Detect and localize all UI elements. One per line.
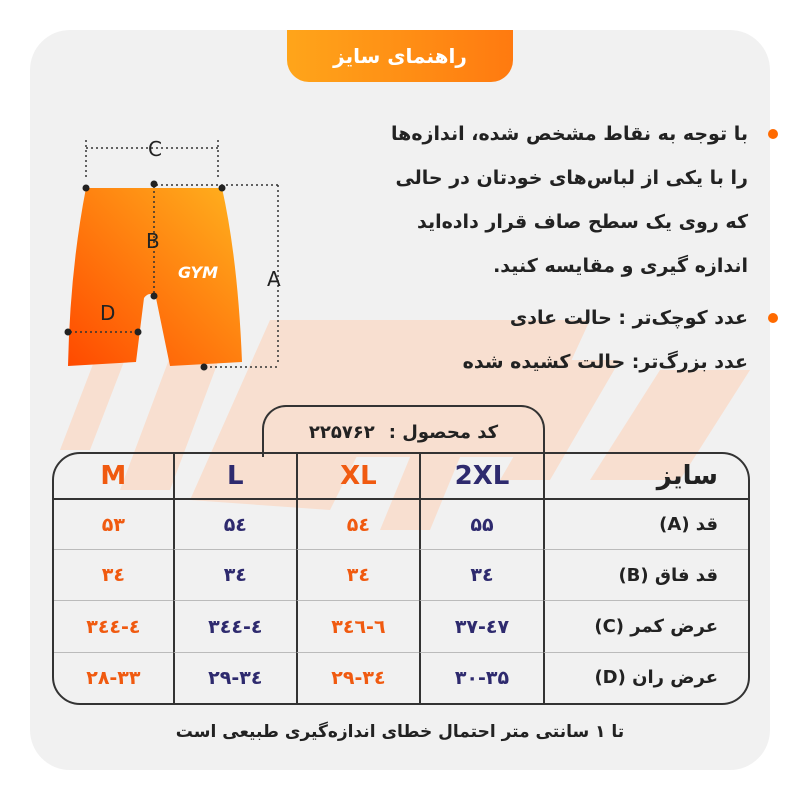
product-code-value: ۲۲۵۷۶۲ <box>308 421 375 443</box>
cell: ۳٤-٤٤ <box>172 600 296 652</box>
text-line: را با یکی از لباس‌های خودتان در حالی <box>395 167 748 189</box>
cell: ۵٤ <box>172 500 296 550</box>
label-b: B <box>146 229 160 253</box>
cell: ۵٤ <box>295 500 419 550</box>
cell: ۲۹-۳٤ <box>172 651 296 703</box>
table-row: ۲۸-۳۳ ۲۹-۳٤ ۲۹-۳٤ ۳۰-۳۵ عرض ران (D) <box>54 651 748 703</box>
table-row: ۵۳ ۵٤ ۵٤ ۵۵ قد (A) <box>54 500 748 550</box>
cell: ۳٤ <box>54 549 173 600</box>
size-2xl: 2XL <box>418 454 543 500</box>
cell: ۳٤ <box>418 549 543 601</box>
text-line: عدد کوچک‌تر : حالت عادی <box>509 307 748 329</box>
bullet-icon <box>768 129 778 139</box>
cell: ۳۷-٤۷ <box>418 600 543 652</box>
text-line: اندازه گیری و مقایسه کنید. <box>493 255 748 277</box>
table-header-row: M L XL 2XL سایز <box>54 454 748 500</box>
brand-logo: GYM <box>178 263 218 282</box>
text-line: عدد بزرگ‌تر: حالت کشیده شده <box>462 351 748 373</box>
cell: ۳۰-۳۵ <box>418 651 543 703</box>
cell: ۲۸-۳۳ <box>54 651 173 703</box>
cell: ۳٤ <box>172 549 296 601</box>
row-label: قد فاق (B) <box>543 549 748 601</box>
cell: ۲۹-۳٤ <box>295 651 419 703</box>
shorts-diagram: GYM C B A D <box>64 137 281 371</box>
label-d: D <box>100 301 115 325</box>
table-row: ۳٤-٤٤ ۳٤-٤٤ ۳٦-٤٦ ۳۷-٤۷ عرض کمر (C) <box>54 600 748 652</box>
footer-note: تا ۱ سانتی متر احتمال خطای اندازه‌گیری ط… <box>175 722 625 742</box>
row-label: عرض کمر (C) <box>543 600 748 652</box>
size-table: M L XL 2XL سایز ۵۳ ۵٤ ۵٤ ۵۵ قد (A) ۳٤ ۳٤… <box>52 452 750 705</box>
page-title: راهنمای سایز <box>287 30 513 82</box>
cell: ۳٤ <box>295 549 419 601</box>
bullet-icon <box>768 313 778 323</box>
instruction-measure: با توجه به نقاط مشخص شده، اندازه‌ها را ب… <box>290 112 778 288</box>
text-line: با توجه به نقاط مشخص شده، اندازه‌ها <box>391 123 748 145</box>
size-m: M <box>54 454 173 500</box>
size-l: L <box>172 454 296 500</box>
row-label: عرض ران (D) <box>543 651 748 703</box>
table-row: ۳٤ ۳٤ ۳٤ ۳٤ قد فاق (B) <box>54 549 748 601</box>
cell: ۳٦-٤٦ <box>295 600 419 652</box>
cell: ۵۵ <box>418 500 543 550</box>
row-label: قد (A) <box>543 500 748 550</box>
label-c: C <box>148 137 162 161</box>
instruction-numbers: عدد کوچک‌تر : حالت عادی عدد بزرگ‌تر: حال… <box>290 296 778 384</box>
cell: ۵۳ <box>101 513 125 536</box>
instructions: با توجه به نقاط مشخص شده، اندازه‌ها را ب… <box>290 112 778 384</box>
product-code-label: کد محصول : <box>388 421 499 443</box>
product-code: کد محصول : ۲۲۵۷۶۲ <box>262 405 545 457</box>
text-line: که روی یک سطح صاف قرار داده‌اید <box>416 211 748 233</box>
header-label: سایز <box>543 454 748 500</box>
shorts-icon <box>68 188 242 366</box>
cell: ۳٤-٤٤ <box>54 600 173 651</box>
label-a: A <box>267 267 281 291</box>
size-xl: XL <box>295 454 419 500</box>
